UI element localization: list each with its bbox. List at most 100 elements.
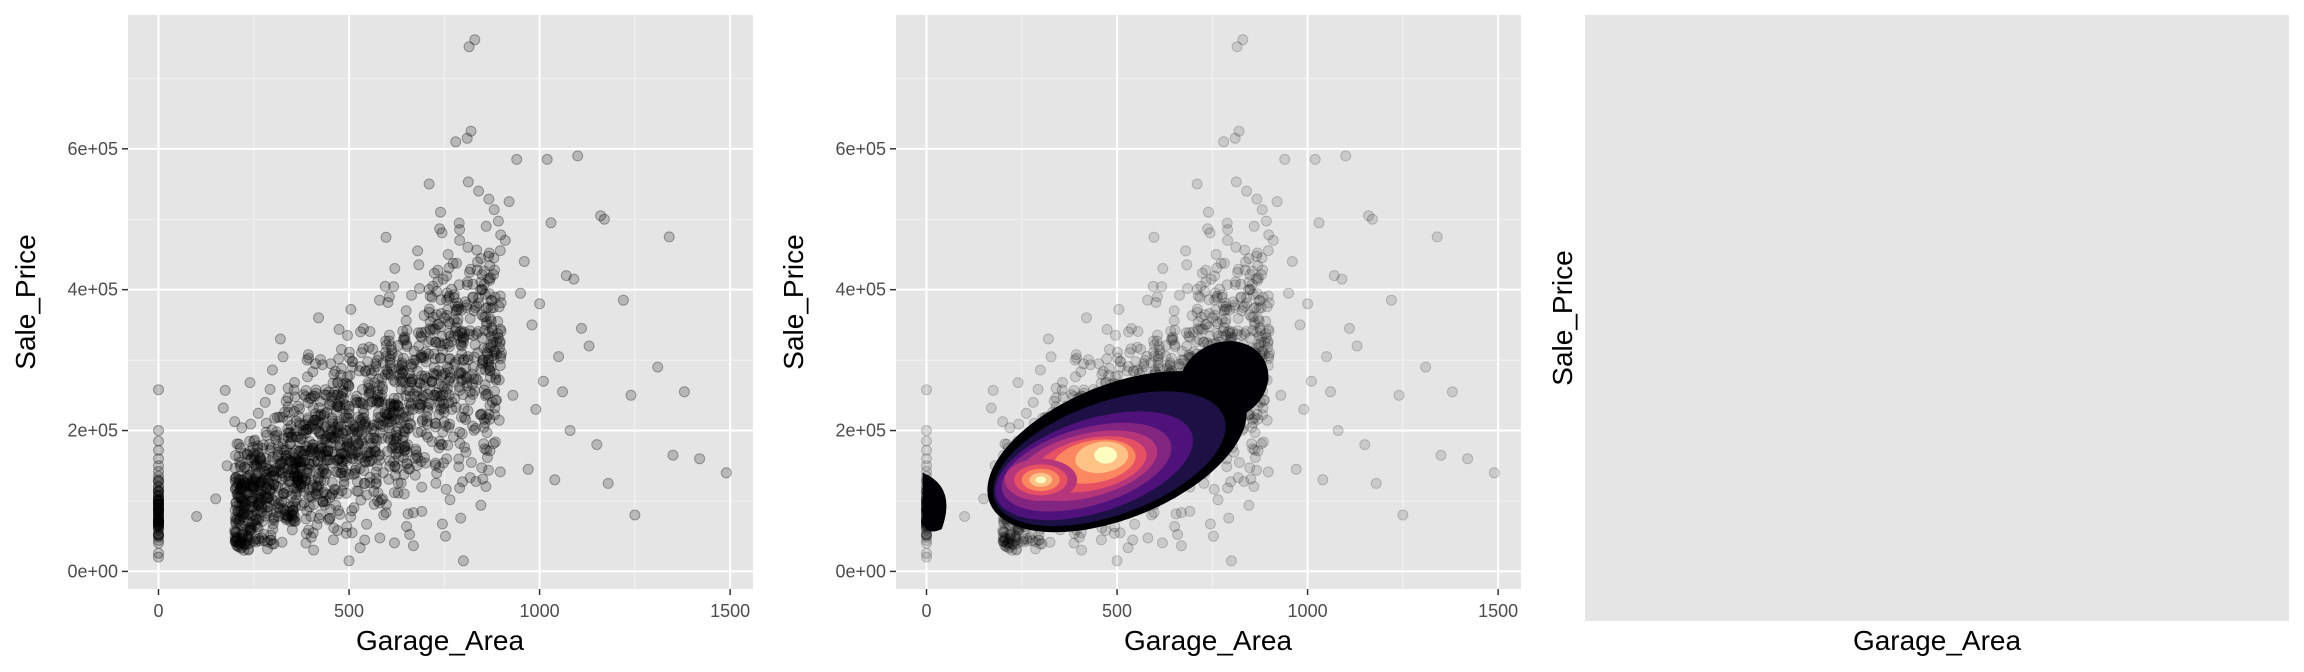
data-point xyxy=(264,484,276,496)
data-point xyxy=(921,531,932,543)
data-point xyxy=(382,297,394,308)
data-point xyxy=(308,499,320,511)
data-point xyxy=(253,498,265,510)
data-point xyxy=(479,417,491,429)
data-point xyxy=(1114,356,1126,368)
data-point xyxy=(1237,34,1249,46)
data-point xyxy=(1262,337,1274,349)
data-point xyxy=(1241,185,1253,197)
data-point xyxy=(419,326,431,338)
data-point xyxy=(485,339,497,351)
data-point xyxy=(399,441,411,453)
data-point xyxy=(1255,302,1267,314)
data-point xyxy=(515,287,526,299)
data-point xyxy=(476,358,488,370)
data-point xyxy=(1488,467,1500,479)
data-point xyxy=(399,377,411,389)
data-point xyxy=(327,415,339,427)
data-point xyxy=(356,347,368,359)
data-point xyxy=(494,323,506,335)
data-point xyxy=(435,340,447,352)
data-point xyxy=(449,300,461,312)
data-point xyxy=(279,512,291,524)
data-point xyxy=(545,217,557,229)
data-point xyxy=(1246,279,1258,290)
data-point xyxy=(310,387,322,399)
data-point xyxy=(347,356,359,368)
data-point xyxy=(260,460,272,472)
data-point xyxy=(306,418,318,430)
data-point xyxy=(484,364,496,376)
data-point xyxy=(284,454,296,466)
data-point xyxy=(261,507,273,519)
data-point xyxy=(273,449,284,461)
data-point xyxy=(492,215,504,227)
data-point xyxy=(430,336,441,348)
data-point xyxy=(1246,421,1258,433)
data-point xyxy=(398,431,409,443)
data-point xyxy=(288,405,300,417)
data-point xyxy=(255,477,267,489)
data-point xyxy=(483,273,494,285)
data-point xyxy=(238,508,250,520)
data-point xyxy=(406,361,418,373)
data-point xyxy=(1222,326,1234,338)
data-point xyxy=(475,276,487,288)
data-point xyxy=(362,377,374,389)
data-point xyxy=(438,406,450,418)
data-point xyxy=(1151,291,1163,303)
data-point xyxy=(246,495,258,507)
data-point xyxy=(378,415,390,427)
data-point xyxy=(244,454,256,466)
data-point xyxy=(370,358,382,370)
data-point xyxy=(444,418,456,430)
data-point xyxy=(289,457,301,469)
data-point xyxy=(434,397,446,408)
data-point xyxy=(390,436,402,448)
data-point xyxy=(441,309,453,321)
data-point xyxy=(999,533,1011,545)
data-point xyxy=(488,438,499,450)
data-point xyxy=(252,467,264,479)
data-point xyxy=(1252,313,1264,325)
data-point xyxy=(1093,358,1105,370)
data-point xyxy=(323,386,335,398)
data-point xyxy=(254,535,266,547)
data-point xyxy=(402,423,414,434)
data-point xyxy=(1462,453,1474,465)
data-point xyxy=(268,512,280,524)
data-point xyxy=(418,351,430,362)
data-point xyxy=(254,479,266,491)
data-point xyxy=(376,372,388,384)
data-point xyxy=(307,481,319,493)
data-point xyxy=(462,276,474,288)
data-point xyxy=(238,508,250,520)
data-point xyxy=(341,412,353,424)
data-point xyxy=(325,437,337,449)
data-point xyxy=(301,467,313,479)
data-point xyxy=(229,462,241,474)
data-point xyxy=(288,482,300,494)
data-point xyxy=(308,414,320,426)
data-point xyxy=(310,408,321,420)
data-point xyxy=(1004,529,1016,541)
data-point xyxy=(483,359,494,371)
data-point xyxy=(469,34,481,46)
data-point xyxy=(1075,366,1087,378)
data-point xyxy=(290,489,302,501)
data-point xyxy=(296,499,308,511)
data-point xyxy=(470,373,482,385)
data-point xyxy=(412,398,424,410)
data-point xyxy=(251,491,263,503)
data-point xyxy=(348,421,360,433)
data-point xyxy=(313,410,324,422)
data-point xyxy=(399,440,411,452)
data-point xyxy=(153,519,164,531)
data-point xyxy=(153,509,164,521)
data-point xyxy=(278,503,289,515)
data-point xyxy=(460,372,472,384)
data-point xyxy=(436,380,448,392)
data-point xyxy=(451,257,462,269)
data-point xyxy=(280,450,292,461)
data-point xyxy=(388,281,400,293)
